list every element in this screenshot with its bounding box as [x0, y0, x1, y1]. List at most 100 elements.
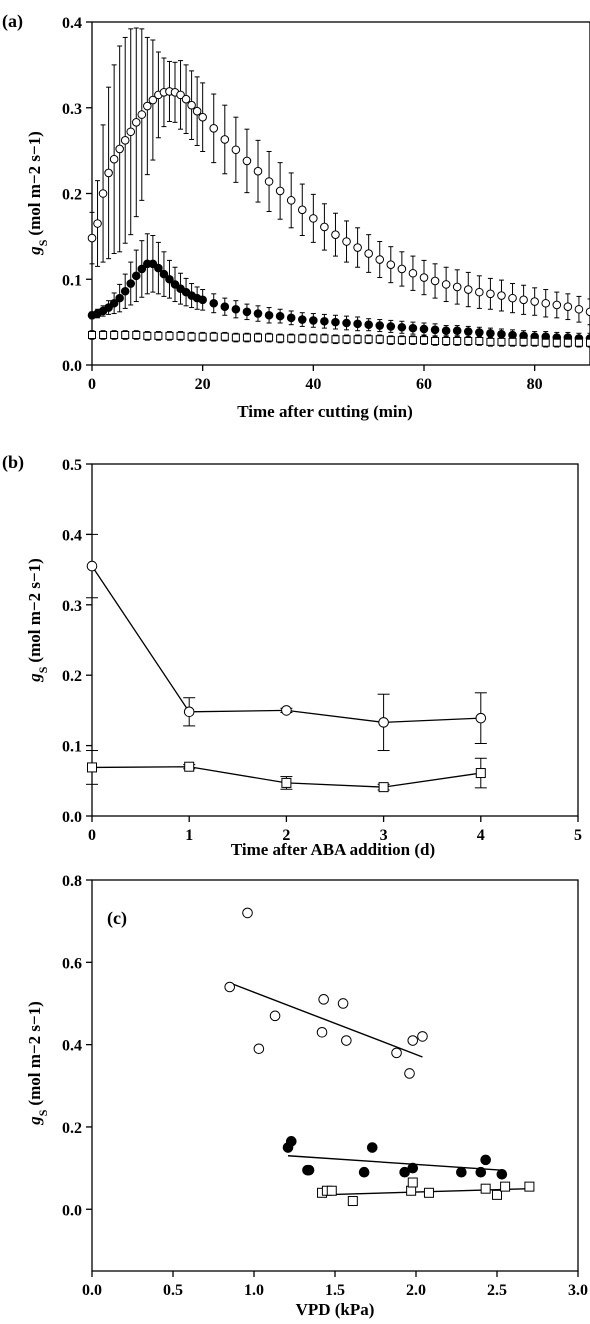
panel-c-y-axis-title: gS (mol m−2 s−1) — [25, 1001, 50, 1126]
panel-a-series-2-point — [397, 336, 406, 345]
panel-b-x-tick-label: 1 — [185, 827, 193, 844]
panel-a-series-2-point — [552, 338, 561, 347]
panel-a-series-2-point — [464, 336, 473, 345]
panel-a-series-0-point — [192, 106, 202, 116]
panel-c-series-2-point — [407, 1177, 418, 1188]
panel-a-series-0-point — [430, 276, 440, 286]
panel-c-y-tick-label: 0.0 — [62, 1202, 82, 1219]
panel-a-series-1-point — [309, 316, 318, 325]
panel-b-frame — [91, 463, 579, 817]
panel-a-series-1-point — [463, 327, 473, 336]
panel-a-series-0-point — [126, 127, 136, 137]
panel-b-series-0-point — [86, 560, 98, 572]
panel-b: (b) 0 1 2 3 4 5 0.0 0.1 0.2 0.3 0.4 0.5 Time after … — [2, 452, 582, 859]
panel-a-series-1-point — [320, 316, 329, 326]
panel-a-series-2-point — [176, 331, 185, 340]
panel-a-x-tick-label: 0 — [88, 376, 96, 393]
panel-a-series-1-point — [120, 286, 130, 296]
panel-a-series-1-point — [497, 329, 506, 339]
panel-c-series-1-point — [303, 1164, 315, 1176]
panel-a-series-2-point — [287, 334, 296, 343]
panel-c-series-0-point — [316, 1026, 328, 1038]
panel-b-series-0-point — [281, 705, 292, 716]
panel-a-series-2-point — [309, 334, 318, 343]
panel-a-series-0-point — [452, 282, 462, 292]
panel-a-series-2-point — [110, 330, 119, 339]
panel-c-series-2-point — [406, 1185, 417, 1196]
panel-a-series-1-point — [159, 269, 169, 279]
panel-c-x-tick-label: 0.5 — [163, 1282, 183, 1299]
panel-a-series-0-point — [364, 249, 373, 258]
panel-c-series-2-point — [524, 1181, 535, 1192]
panel-a-series-0-point — [320, 222, 329, 232]
panel-c-series-0-point — [242, 907, 253, 919]
panel-b-y-axis-units: (mol m−2 s−1) — [25, 558, 44, 662]
panel-a-series-0-point — [574, 304, 584, 314]
panel-b-y-axis-symbol: g — [25, 673, 44, 683]
panel-a-series-0-point — [585, 307, 590, 317]
panel-c-series-0-point — [337, 998, 349, 1009]
panel-c-x-tick-label: 2.0 — [406, 1282, 426, 1299]
panel-a-series-1-point — [131, 271, 141, 281]
panel-b-series-1-point — [281, 777, 292, 788]
panel-c-frame — [91, 879, 579, 1272]
panel-a-series-2-point — [353, 335, 362, 344]
panel-a-series-1-point — [198, 295, 207, 305]
panel-a-series-0-point — [397, 264, 407, 274]
panel-a-series-0-point — [508, 293, 517, 303]
panel-a-series-2-point — [265, 333, 274, 342]
panel-a-series-1-point — [242, 307, 252, 317]
panel-a-series-0-point — [131, 118, 141, 127]
panel-b-label: (b) — [2, 452, 24, 473]
panel-a-series-2-point — [342, 335, 351, 344]
panel-a-series-0-point — [87, 233, 97, 243]
panel-a-series-0-point — [541, 298, 551, 308]
panel-a-series-2-point — [254, 333, 262, 342]
panel-a-series-1-point — [452, 326, 462, 336]
panel-a-y-tick-label: 0.2 — [62, 187, 82, 204]
panel-a-series-0-point — [475, 287, 484, 297]
panel-a-series-0-point — [120, 136, 130, 145]
panel-a-series-0-point — [331, 230, 340, 239]
panel-a-series-1-point — [220, 302, 230, 311]
panel-a-frame — [91, 21, 590, 366]
panel-a-series-0-point — [98, 189, 108, 198]
panel-c-series-0-point — [341, 1035, 352, 1046]
panel-a-x-tick-label: 80 — [527, 376, 543, 393]
panel-a-series-1-point — [397, 322, 407, 332]
panel-a-series-0-point — [519, 295, 528, 305]
panel-a-series-0-point — [209, 124, 219, 133]
panel-c-y-axis-symbol: g — [25, 1116, 44, 1126]
panel-a-series-2-point — [143, 331, 152, 340]
panel-c-y-axis-subscript: S — [36, 1109, 50, 1116]
panel-a-series-0-point — [530, 297, 539, 306]
panel-a-series-2-point — [298, 334, 307, 343]
panel-b-x-tick-label: 3 — [380, 827, 388, 844]
panel-c-series-0-point — [253, 1043, 265, 1055]
panel-a-series-2-point — [386, 336, 395, 345]
panel-a-series-0-point — [275, 186, 285, 196]
panel-a-series-2-point — [331, 335, 340, 344]
panel-b-series-1-point — [184, 761, 195, 772]
panel-a-series-1-point — [286, 313, 296, 323]
panel-a-series-1-point — [475, 328, 484, 337]
panel-c-series-2-point — [423, 1187, 434, 1198]
panel-a-series-2-point — [497, 337, 506, 346]
panel-a-series-1-point — [441, 326, 451, 336]
panel-c-x-axis-title: VPD (kPa) — [296, 1300, 375, 1319]
panel-a-series-2-point — [420, 336, 428, 345]
panel-c-series-0-point — [269, 1010, 281, 1022]
panel-c-y-axis-units: (mol m−2 s−1) — [25, 1001, 44, 1105]
panel-a-series-2-point — [220, 332, 229, 341]
panel-a-y-axis-symbol: g — [25, 246, 44, 256]
panel-a-series-1-point — [275, 311, 285, 321]
panel-c-series-1-point — [366, 1142, 378, 1153]
panel-a-series-1-point — [331, 317, 340, 327]
panel-b-plot-area: 0 1 2 3 4 5 0.0 0.1 0.2 0.3 0.4 0.5 — [62, 457, 582, 844]
panel-b-series-0-point — [378, 717, 389, 728]
panel-a-series-0-point — [93, 219, 102, 228]
panel-a-series-2-point — [154, 331, 163, 340]
panel-a-series-2-point — [541, 338, 550, 347]
panel-a-series-2-point — [165, 331, 174, 340]
panel-a-series-1-point — [353, 319, 362, 329]
